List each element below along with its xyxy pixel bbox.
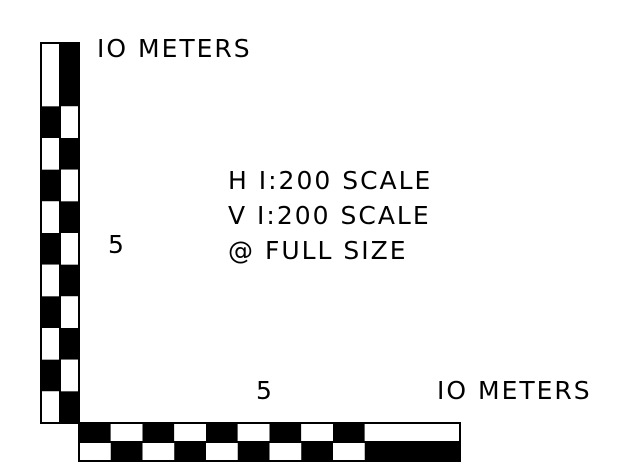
horizontal-check-cell <box>142 442 175 461</box>
vertical-check-cell <box>41 169 60 202</box>
vertical-check-cell <box>41 359 60 392</box>
vertical-check-cell <box>41 296 60 328</box>
vertical-check-cell <box>60 264 79 297</box>
vertical-check-cell <box>60 391 79 423</box>
vertical-check-cell <box>60 296 79 328</box>
horizontal-check-cell <box>206 442 238 461</box>
horizontal-check-cell <box>79 442 111 461</box>
vertical-check-cell <box>41 233 60 265</box>
vertical-check-cell <box>41 264 60 297</box>
vertical-check-cell <box>60 169 79 202</box>
horizontal-check-cell <box>142 423 175 442</box>
vertical-check-cell <box>41 391 60 423</box>
horizontal-check-cell <box>237 442 270 461</box>
vertical-check-cell <box>60 106 79 138</box>
scale-bar-outline <box>40 42 461 462</box>
horizontal-check-cell <box>174 442 206 461</box>
vertical-check-cell <box>41 328 60 360</box>
vertical-check-cell <box>60 328 79 360</box>
vertical-solid-segment-right <box>60 43 79 107</box>
horizontal-check-cell <box>269 423 302 442</box>
horizontal-check-cell <box>174 423 206 442</box>
vertical-check-cell <box>60 201 79 233</box>
horizontal-check-cell <box>333 442 365 461</box>
horizontal-check-cell <box>110 442 143 461</box>
horizontal-mid-label: 5 <box>256 376 274 405</box>
horizontal-solid-segment-bottom <box>396 442 460 461</box>
vertical-check-cell <box>41 106 60 138</box>
vertical-mid-label: 5 <box>108 230 126 259</box>
horizontal-check-cell <box>206 423 238 442</box>
full-size-text: @ FULL SIZE <box>228 236 408 265</box>
vertical-check-cell <box>41 138 60 170</box>
horizontal-end-label: IO METERS <box>437 376 592 405</box>
scale-h-text: H I:200 SCALE <box>228 166 433 195</box>
scale-v-text: V I:200 SCALE <box>228 201 431 230</box>
horizontal-check-cell <box>301 442 333 461</box>
vertical-check-cell <box>60 233 79 265</box>
horizontal-check-cell <box>333 423 365 442</box>
horizontal-check-cell <box>269 442 302 461</box>
horizontal-check-cell <box>364 423 397 442</box>
vertical-check-cell <box>41 201 60 233</box>
horizontal-solid-segment-top <box>396 423 460 442</box>
horizontal-check-cell <box>110 423 143 442</box>
horizontal-check-cell <box>237 423 270 442</box>
horizontal-check-cell <box>364 442 397 461</box>
vertical-solid-segment-left <box>41 43 60 107</box>
horizontal-check-cell <box>79 423 111 442</box>
vertical-check-cell <box>60 359 79 392</box>
horizontal-check-cell <box>301 423 333 442</box>
vertical-check-cell <box>60 138 79 170</box>
vertical-end-label: IO METERS <box>97 34 252 63</box>
